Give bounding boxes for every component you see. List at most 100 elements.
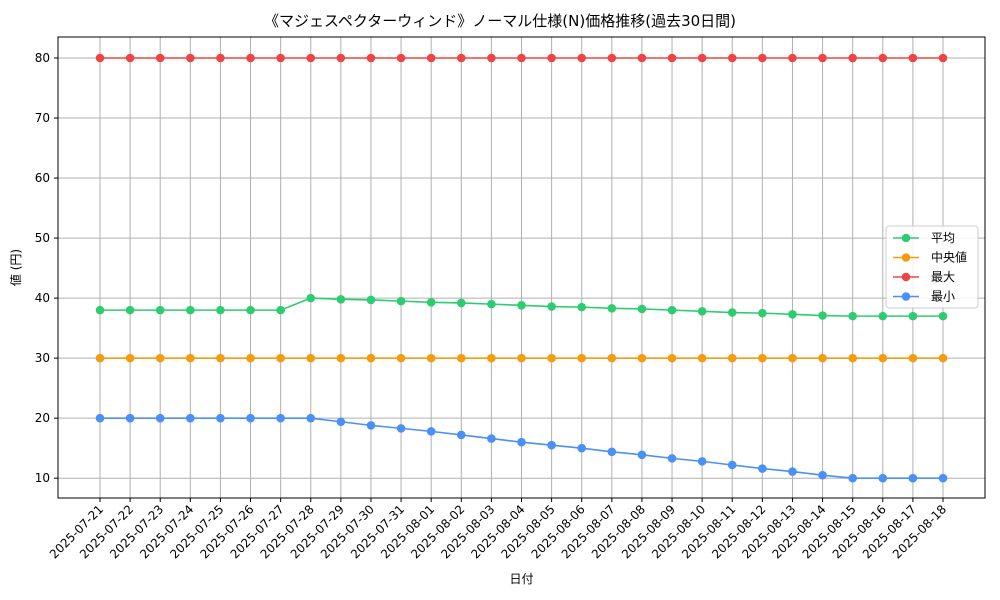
data-point	[878, 53, 888, 63]
data-point	[487, 299, 496, 309]
data-point	[155, 413, 165, 423]
data-point	[758, 308, 767, 318]
data-point	[667, 454, 677, 463]
data-point	[577, 302, 587, 312]
data-point	[878, 473, 888, 483]
series-最小	[95, 413, 948, 483]
y-tick-label: 20	[35, 411, 50, 425]
data-point	[155, 305, 165, 315]
data-point	[577, 443, 587, 453]
data-point	[607, 353, 617, 363]
data-point	[758, 353, 767, 363]
data-point	[727, 353, 737, 363]
data-point	[577, 353, 587, 363]
data-point	[276, 413, 285, 423]
y-axis-label: 値 (円)	[8, 249, 23, 286]
data-point	[95, 353, 105, 363]
data-point	[848, 53, 857, 63]
legend-item: 平均	[893, 231, 955, 245]
y-tick-label: 40	[35, 291, 50, 305]
data-point	[908, 311, 918, 321]
data-point	[938, 353, 948, 363]
data-point	[637, 353, 647, 363]
data-point	[697, 353, 707, 363]
legend-label: 平均	[931, 231, 955, 245]
data-point	[306, 293, 316, 303]
data-point	[396, 296, 406, 306]
data-point	[125, 413, 135, 423]
data-point	[637, 304, 647, 314]
data-point	[456, 353, 466, 363]
series-平均	[95, 293, 948, 321]
data-point	[547, 302, 556, 311]
data-point	[276, 53, 285, 63]
legend-marker	[901, 272, 911, 282]
data-point	[788, 53, 797, 63]
legend-label: 最大	[931, 270, 955, 284]
data-point	[788, 353, 797, 363]
x-axis-label: 日付	[509, 572, 533, 586]
data-point	[306, 413, 316, 423]
data-point	[878, 311, 888, 321]
data-point	[938, 473, 948, 483]
data-point	[727, 308, 737, 317]
data-point	[306, 353, 316, 363]
data-point	[938, 311, 948, 321]
y-tick-label: 10	[35, 471, 50, 485]
data-point	[426, 298, 436, 307]
data-point	[276, 353, 285, 363]
data-point	[517, 437, 526, 447]
data-point	[758, 464, 767, 473]
data-point	[667, 353, 677, 363]
data-point	[426, 353, 436, 363]
data-point	[818, 470, 827, 480]
data-point	[456, 298, 466, 308]
series-最大	[95, 53, 948, 63]
legend-marker	[901, 233, 911, 243]
data-point	[186, 305, 195, 315]
data-point	[818, 311, 827, 320]
data-point	[577, 53, 587, 63]
data-point	[186, 353, 195, 363]
legend-label: 最小	[931, 290, 955, 304]
y-tick-label: 50	[35, 231, 50, 245]
data-point	[306, 53, 316, 63]
legend-label: 中央値	[931, 250, 967, 265]
data-point	[426, 53, 436, 63]
data-point	[607, 447, 617, 457]
data-point	[95, 305, 105, 315]
data-point	[125, 53, 135, 63]
data-point	[336, 353, 346, 363]
legend-marker	[901, 253, 911, 262]
data-point	[366, 295, 376, 305]
data-point	[426, 427, 436, 436]
data-point	[487, 53, 496, 63]
data-point	[547, 53, 556, 63]
data-point	[487, 353, 496, 363]
data-point	[727, 53, 737, 63]
data-point	[908, 473, 918, 483]
data-point	[216, 53, 225, 63]
data-point	[517, 53, 526, 63]
data-point	[155, 53, 165, 63]
chart-title: 《マジェスペクターウィンド》ノーマル仕様(N)価格推移(過去30日間)	[263, 12, 737, 30]
data-point	[216, 353, 225, 363]
legend-box	[885, 225, 979, 309]
data-point	[878, 353, 888, 363]
data-point	[246, 53, 255, 63]
data-point	[336, 295, 346, 304]
data-point	[818, 353, 827, 363]
series-lines	[95, 53, 948, 483]
data-point	[938, 53, 948, 63]
data-point	[396, 53, 406, 63]
y-tick-label: 80	[35, 51, 50, 65]
data-point	[186, 413, 195, 423]
data-point	[697, 457, 707, 466]
y-tick-label: 70	[35, 111, 50, 125]
data-point	[908, 353, 918, 363]
data-point	[667, 305, 677, 315]
data-point	[697, 307, 707, 316]
data-point	[727, 460, 737, 470]
data-point	[456, 53, 466, 63]
